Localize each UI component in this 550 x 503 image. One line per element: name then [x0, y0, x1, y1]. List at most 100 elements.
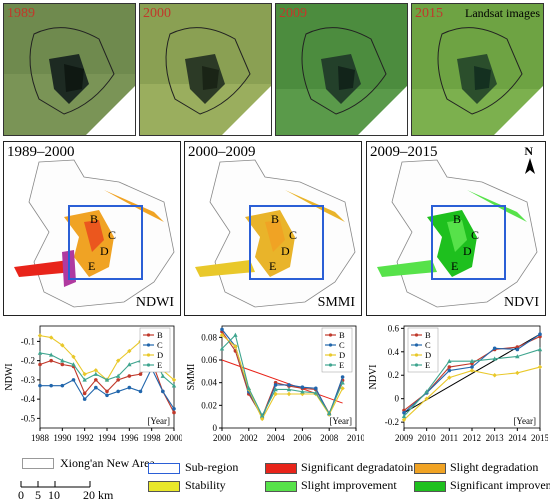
chart-legend-label: C	[339, 340, 345, 350]
subregion-label-b: B	[271, 212, 280, 226]
data-point	[314, 386, 318, 391]
change-map	[195, 159, 356, 308]
data-point	[273, 391, 278, 397]
y-tick-label: 0.02	[201, 400, 217, 410]
data-point	[127, 374, 132, 378]
y-axis-label: NDVI	[368, 365, 379, 390]
satellite-tile-2009: 2009	[275, 3, 408, 136]
x-tick-label: 1988	[31, 433, 50, 443]
data-point	[37, 333, 43, 338]
scale-tick: 5	[35, 488, 41, 502]
y-tick-label: 0.04	[201, 378, 217, 388]
x-tick-label: 2004	[267, 433, 286, 443]
subregion-label-e: E	[269, 259, 277, 273]
series-line-e	[221, 333, 344, 417]
chart-legend-marker	[414, 363, 419, 367]
ndwi-chart: -0.1 -0.2 -0.3 -0.4 -0.5 1988 1990 1992 1994 1996…	[4, 325, 182, 443]
chart-legend-marker	[328, 353, 333, 357]
x-tick-label: 1998	[143, 433, 162, 443]
data-point	[127, 362, 132, 367]
y-tick-label: 0.08	[201, 332, 217, 342]
chart-legend-label: C	[425, 340, 431, 350]
x-tick-label: 2009	[395, 433, 414, 443]
chart-legend-marker	[414, 353, 419, 357]
data-point	[537, 347, 543, 352]
data-point	[313, 390, 318, 395]
chart-legend-marker	[328, 343, 333, 347]
data-point	[71, 354, 76, 359]
data-point	[515, 354, 520, 359]
data-point	[424, 396, 429, 401]
y-tick-label: 0	[213, 423, 218, 433]
data-point	[172, 410, 176, 415]
data-point	[115, 358, 121, 363]
legend-swatch-sig-improvement	[414, 481, 446, 492]
data-point	[38, 383, 42, 388]
data-point	[171, 377, 177, 383]
subregion-label-b: B	[90, 212, 99, 226]
change-map	[14, 159, 175, 308]
data-point	[538, 332, 542, 337]
data-point	[116, 378, 120, 382]
data-point	[327, 410, 332, 416]
data-point	[273, 387, 278, 392]
chart-legend-marker	[146, 333, 151, 337]
scale-tick: 0	[18, 488, 24, 502]
x-tick-label: 2000	[213, 433, 232, 443]
legend-label-subregion: Sub-region	[185, 460, 239, 474]
subregion-label-e: E	[451, 259, 459, 273]
scale-bar	[20, 481, 91, 488]
legend-swatch-subregion	[148, 463, 180, 474]
legend-label-slight-improvement: Slight improvement	[301, 478, 397, 492]
x-tick-label: 2006	[293, 433, 312, 443]
chart-legend-label: D	[157, 350, 163, 360]
data-point	[492, 346, 497, 351]
data-point	[94, 378, 98, 382]
x-axis-label: [Year]	[329, 416, 352, 426]
data-point	[287, 383, 291, 387]
legend-swatch-stability	[148, 481, 180, 492]
data-point	[172, 406, 176, 411]
chart-legend-marker	[146, 343, 151, 347]
map-panel-2: 2000–2009 SMMI B C D E	[184, 141, 362, 316]
data-point	[447, 365, 452, 369]
data-point	[219, 346, 225, 351]
x-tick-label: 2012	[463, 433, 481, 443]
y-tick-label: -0.4	[21, 394, 36, 404]
map-period: 2000–2009	[188, 144, 256, 160]
data-point	[82, 397, 87, 401]
chart-legend-label: D	[425, 350, 431, 360]
data-point	[469, 368, 475, 373]
subregion-label-c: C	[108, 228, 117, 242]
data-point	[116, 389, 120, 394]
x-tick-label: 2002	[240, 433, 258, 443]
chart-legend-label: D	[339, 350, 345, 360]
legend-label-sig-improvement: Significant improvement	[450, 478, 550, 492]
satellite-tile-1989: 1989	[3, 3, 136, 136]
x-tick-label: 2010	[347, 433, 364, 443]
data-point	[93, 368, 99, 373]
subregion-label-e: E	[88, 259, 96, 273]
map-panel-3: 2009–2015 N NDVI B C D E	[366, 141, 546, 316]
satellite-image	[4, 4, 135, 135]
data-point	[286, 391, 292, 397]
map-period: 1989–2000	[7, 144, 75, 160]
legend-swatch-sig-degradation	[265, 463, 297, 474]
chart-legend-label: E	[425, 360, 430, 370]
y-tick-label: 0.2	[388, 370, 399, 380]
legend-label-sig-degradation: Significant degradatoin	[301, 460, 414, 474]
landsat-label: Landsat images	[465, 6, 540, 20]
data-point	[71, 378, 76, 382]
data-point	[60, 358, 65, 363]
x-axis-label: [Year]	[513, 416, 536, 426]
data-point	[48, 352, 54, 357]
data-point	[340, 375, 345, 379]
y-tick-label: 0.06	[201, 355, 217, 365]
data-point	[401, 417, 407, 422]
data-point	[340, 380, 345, 385]
data-point	[273, 383, 278, 387]
data-point	[105, 389, 109, 394]
satellite-year-label: 2015	[415, 6, 443, 21]
data-point	[401, 413, 407, 419]
